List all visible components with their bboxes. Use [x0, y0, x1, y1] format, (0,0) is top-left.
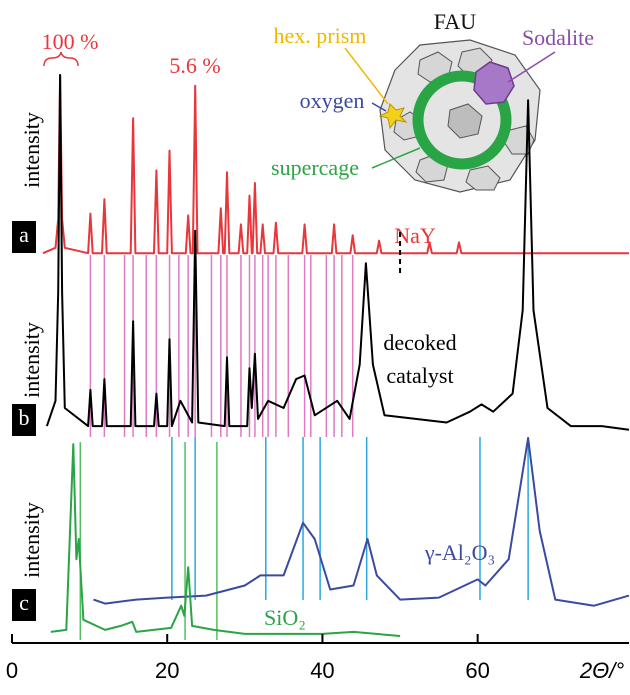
inset-label: supercage — [271, 155, 359, 180]
inset-label: Sodalite — [522, 25, 594, 50]
trace — [45, 74, 630, 431]
annotation: 100 % — [42, 29, 99, 54]
panel-letter: a — [19, 222, 29, 247]
brace — [43, 51, 79, 67]
panel-letter: c — [19, 590, 29, 615]
trace — [50, 443, 401, 637]
x-tick-label: 0 — [6, 658, 18, 683]
fau-illustration — [344, 39, 556, 193]
trace — [42, 74, 629, 255]
x-axis-label: 2Θ/° — [579, 658, 624, 683]
panel-letter-box — [12, 589, 36, 621]
series-label: γ-Al₂O₃ — [424, 540, 495, 565]
y-axis-label: intensity — [19, 322, 44, 398]
inset-label: oxygen — [300, 88, 365, 113]
series-label: decoked catalyst — [383, 330, 456, 388]
panel-letter: b — [19, 405, 30, 430]
series-label: SiO₂ — [264, 605, 306, 630]
y-axis-label: intensity — [19, 112, 44, 188]
panel-letter-box — [12, 404, 36, 436]
x-tick-label: 40 — [310, 658, 334, 683]
x-tick-label: 20 — [155, 658, 179, 683]
trace — [93, 437, 630, 607]
inset-label: hex. prism — [274, 23, 367, 48]
x-tick-label: 60 — [465, 658, 489, 683]
series-label: NaY — [394, 223, 436, 248]
annotation: 5.6 % — [169, 53, 220, 78]
panel-letter-box — [12, 221, 36, 253]
inset-title: FAU — [434, 9, 476, 34]
y-axis-label: intensity — [19, 502, 44, 578]
